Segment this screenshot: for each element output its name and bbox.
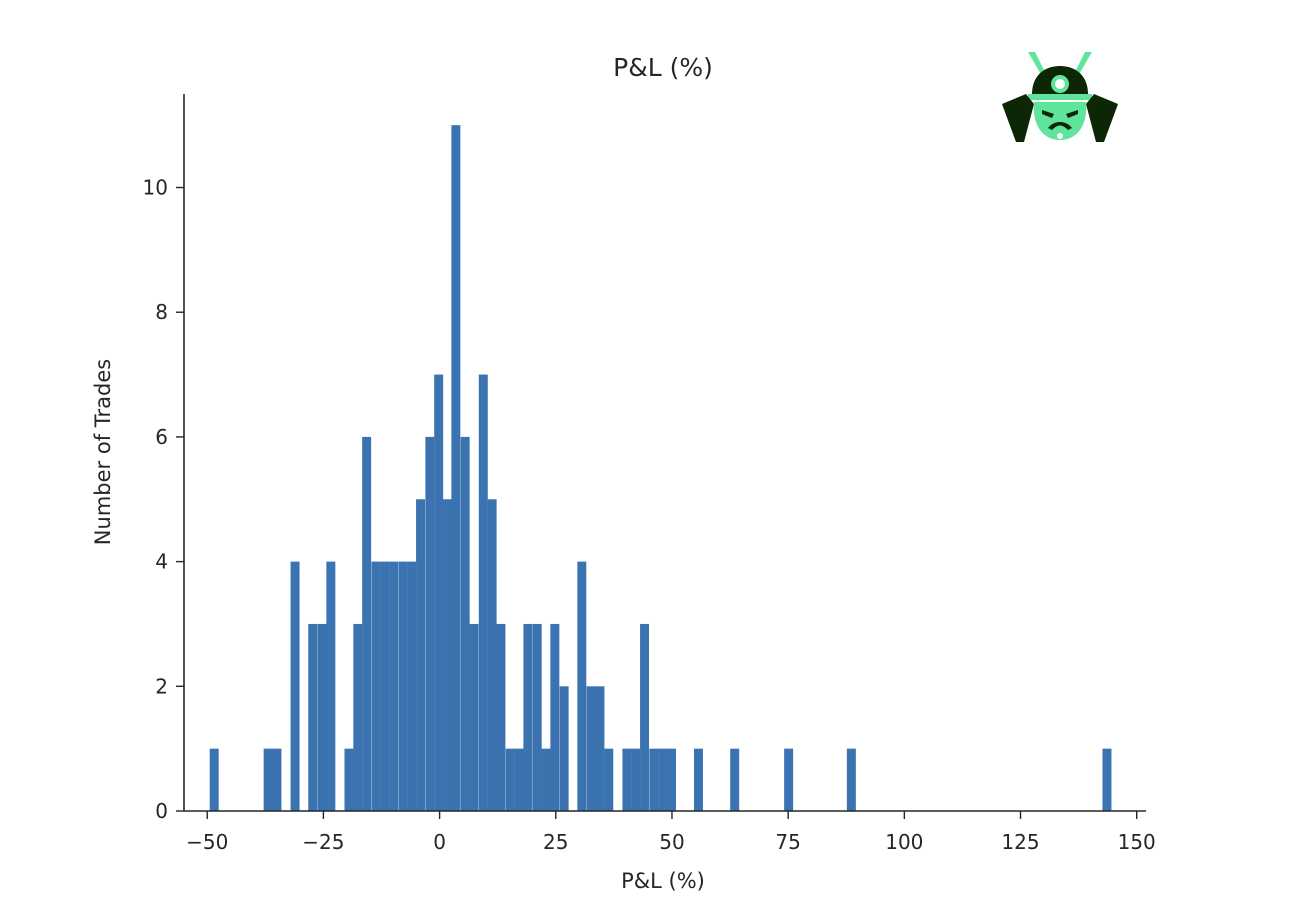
histogram-bar xyxy=(398,561,408,811)
samurai-helmet-icon xyxy=(1002,52,1118,142)
y-tick-label: 2 xyxy=(155,674,168,698)
histogram-bar xyxy=(434,374,444,811)
histogram-bar xyxy=(478,374,488,811)
histogram-bar xyxy=(496,623,506,811)
histogram-bar xyxy=(604,748,614,811)
histogram-bar xyxy=(505,748,515,811)
histogram-bar xyxy=(371,561,381,811)
histogram-bar xyxy=(308,623,318,811)
histogram-bar xyxy=(389,561,399,811)
helmet-horns xyxy=(1028,52,1092,76)
y-tick-label: 0 xyxy=(155,799,168,823)
y-tick-label: 6 xyxy=(155,425,168,449)
histogram-bar xyxy=(416,499,426,811)
x-axis-title: P&L (%) xyxy=(621,869,705,893)
histogram-bar xyxy=(272,748,282,811)
histogram-bar xyxy=(443,499,452,811)
y-tick-label: 4 xyxy=(155,550,168,574)
helmet-crest-inner xyxy=(1055,79,1065,89)
histogram-bar xyxy=(577,561,587,811)
face-features xyxy=(1042,110,1078,130)
chart-title: P&L (%) xyxy=(613,53,713,82)
histogram-bar xyxy=(380,561,390,811)
histogram-bar xyxy=(1102,748,1112,811)
histogram-bar xyxy=(425,436,435,811)
histogram-bar xyxy=(559,686,569,811)
histogram-bar xyxy=(469,623,479,811)
histogram-bar xyxy=(263,748,273,811)
histogram-bar xyxy=(846,748,856,811)
x-tick-label: 75 xyxy=(775,830,800,854)
histogram-bar xyxy=(640,623,650,811)
x-tick-label: 25 xyxy=(543,830,568,854)
helmet-flaps xyxy=(1002,94,1118,142)
histogram-bar xyxy=(532,623,542,811)
histogram-bar xyxy=(487,499,497,811)
histogram-bar xyxy=(622,748,632,811)
histogram-bar xyxy=(209,748,219,811)
histogram-bar xyxy=(344,748,354,811)
x-tick-label: −50 xyxy=(186,830,228,854)
histogram-bar xyxy=(595,686,605,811)
histogram-bar xyxy=(317,623,327,811)
histogram-bar xyxy=(514,748,524,811)
face-mask xyxy=(1033,102,1087,140)
histogram-bar xyxy=(693,748,703,811)
histogram-bar xyxy=(541,748,551,811)
histogram-bar xyxy=(523,623,533,811)
histogram-bar xyxy=(326,561,336,811)
histogram-bar xyxy=(353,623,363,811)
y-axis-ticks: 0 2 4 6 8 10 xyxy=(143,176,184,823)
histogram-bar xyxy=(667,748,676,811)
y-tick-label: 8 xyxy=(155,300,168,324)
x-axis-ticks: −50 −25 0 25 50 75 100 125 150 xyxy=(186,811,1156,854)
histogram-bar xyxy=(730,748,740,811)
histogram-bar xyxy=(631,748,641,811)
x-tick-label: 0 xyxy=(433,830,446,854)
histogram-bar xyxy=(658,748,668,811)
histogram-bar xyxy=(586,686,596,811)
y-tick-label: 10 xyxy=(143,176,168,200)
x-tick-label: 150 xyxy=(1118,830,1156,854)
x-tick-label: −25 xyxy=(302,830,344,854)
x-tick-label: 100 xyxy=(885,830,923,854)
face-chin xyxy=(1057,133,1063,139)
histogram-bar xyxy=(407,561,417,811)
histogram-bar xyxy=(290,561,300,811)
histogram-bar xyxy=(784,748,794,811)
histogram-bar xyxy=(649,748,659,811)
y-axis-title: Number of Trades xyxy=(91,359,115,545)
histogram-bar xyxy=(550,623,560,811)
x-tick-label: 125 xyxy=(1001,830,1039,854)
histogram-bars xyxy=(209,125,1112,812)
histogram-bar xyxy=(460,436,470,811)
x-tick-label: 50 xyxy=(659,830,684,854)
histogram-bar xyxy=(362,436,372,811)
helmet-brim xyxy=(1028,94,1092,100)
histogram-bar xyxy=(451,125,461,812)
